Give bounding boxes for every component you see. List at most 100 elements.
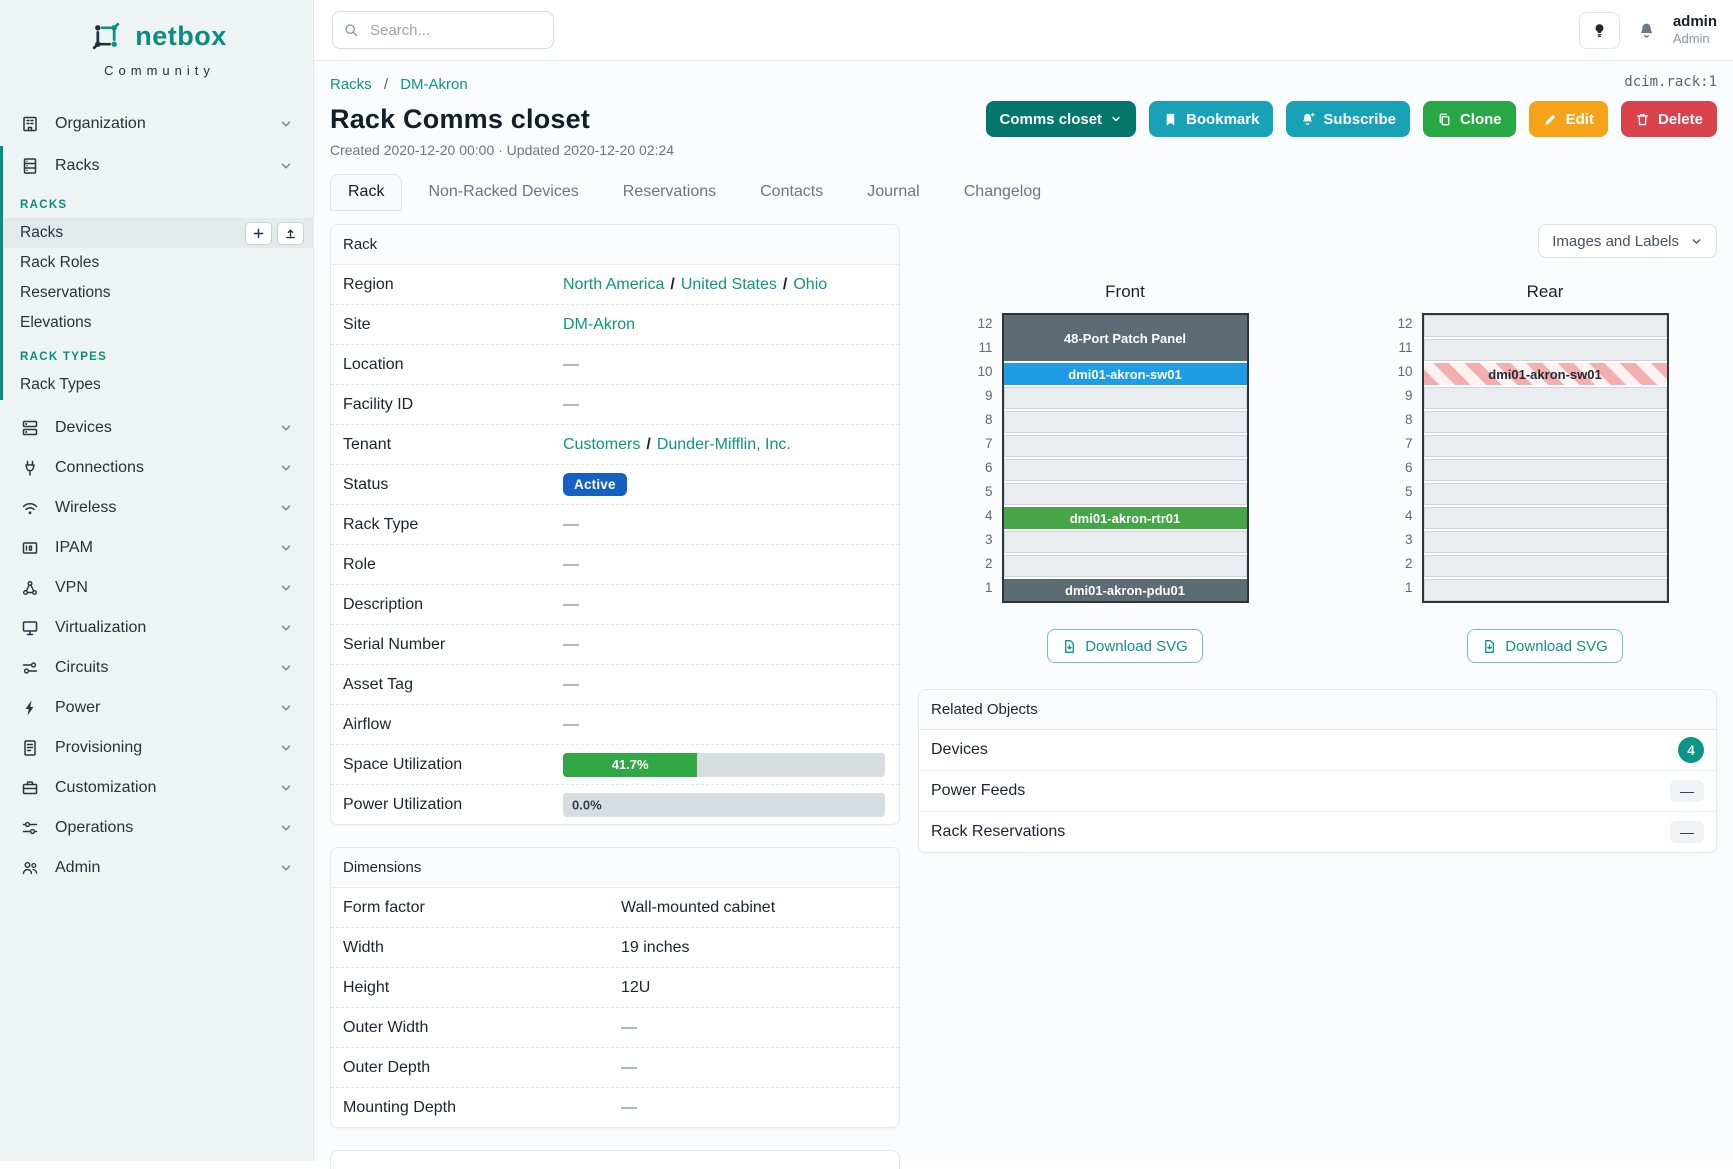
breadcrumb-link-racks[interactable]: Racks [330,76,372,93]
sidebar-item-wireless[interactable]: Wireless [0,488,313,528]
tab-non-racked-devices[interactable]: Non-Racked Devices [410,174,596,211]
file-download-icon [1482,639,1497,654]
empty-rack-unit[interactable] [1423,387,1667,409]
sidebar-item-provisioning[interactable]: Provisioning [0,728,313,768]
empty-rack-unit[interactable] [1423,315,1667,337]
unit-number: 5 [1404,484,1413,499]
link-north-america[interactable]: North America [563,275,665,293]
field-value-text: 12U [621,978,651,996]
empty-rack-unit[interactable] [1003,483,1247,505]
empty-rack-unit[interactable] [1003,387,1247,409]
import-racks-button[interactable] [277,221,304,245]
bookmark-button[interactable]: Bookmark [1149,101,1274,137]
related-objects-body: Devices 4 Power Feeds — Rack Reservations — [919,730,1716,852]
subscribe-button[interactable]: Subscribe [1286,101,1410,137]
racks-expanded-section: Racks RACKS Racks Rack Roles Reservations Ele… [0,146,313,400]
rack-field-location: Location — [331,345,899,385]
sidebar-item-circuits[interactable]: Circuits [0,648,313,688]
empty-rack-unit[interactable] [1423,483,1667,505]
sidebar-item-reservations[interactable]: Reservations [3,278,313,308]
edit-button[interactable]: Edit [1528,101,1608,137]
link-dm-akron[interactable]: DM-Akron [563,315,636,333]
add-racks-button[interactable] [245,221,272,245]
empty-count-badge: — [1670,821,1704,843]
empty-rack-unit[interactable] [1003,411,1247,433]
empty-rack-unit[interactable] [1423,579,1667,601]
sidebar-item-rack-roles[interactable]: Rack Roles [3,248,313,278]
rear-unit-numbers: 12 11 10 9 8 7 6 5 4 3 2 1 [1387,313,1413,599]
empty-value: — [563,515,579,533]
field-label: Facility ID [343,395,414,413]
user-menu[interactable]: admin Admin [1673,13,1717,46]
dimensions-panel-title: Dimensions [331,848,899,888]
rack-context-button[interactable]: Comms closet [985,101,1137,137]
empty-rack-unit[interactable] [1003,531,1247,553]
related-row-rack-reservations[interactable]: Rack Reservations — [919,812,1716,852]
tab-reservations[interactable]: Reservations [605,174,734,211]
rack-panel-title: Rack [331,225,899,265]
sidebar-item-elevations[interactable]: Elevations [3,308,313,338]
field-label: Status [343,475,389,493]
sidebar-item-connections[interactable]: Connections [0,448,313,488]
empty-value: — [563,635,579,653]
rack-device-dmi01-akron-rtr01[interactable]: dmi01-akron-rtr01 [1003,507,1247,529]
search-input[interactable] [332,11,554,49]
rack-field-space-utilization: Space Utilization 41.7% [331,745,899,785]
sidebar-item-operations[interactable]: Operations [0,808,313,848]
provisioning-icon [20,738,40,758]
empty-rack-unit[interactable] [1003,459,1247,481]
clone-button[interactable]: Clone [1422,101,1516,137]
delete-button[interactable]: Delete [1620,101,1717,137]
link-customers[interactable]: Customers [563,435,641,453]
tab-rack[interactable]: Rack [330,174,403,211]
rack-device-dmi01-akron-pdu01[interactable]: dmi01-akron-pdu01 [1003,579,1247,601]
tab-journal[interactable]: Journal [849,174,937,211]
breadcrumb-link-site[interactable]: DM-Akron [400,76,468,93]
chevron-down-icon [279,661,293,675]
theme-toggle-button[interactable] [1578,11,1620,49]
notifications-bell-icon[interactable] [1637,21,1656,40]
related-row-devices[interactable]: Devices 4 [919,730,1716,771]
empty-rack-unit[interactable] [1423,411,1667,433]
sidebar-item-virtualization[interactable]: Virtualization [0,608,313,648]
empty-rack-unit[interactable] [1003,555,1247,577]
sidebar-item-racks[interactable]: Racks [3,146,313,186]
rack-field-asset-tag: Asset Tag — [331,665,899,705]
front-download-svg-button[interactable]: Download SVG [1047,629,1203,663]
rack-device-dmi01-akron-sw01[interactable]: dmi01-akron-sw01 [1423,363,1667,385]
related-row-power-feeds[interactable]: Power Feeds — [919,771,1716,812]
virtualization-icon [20,618,40,638]
tab-contacts[interactable]: Contacts [742,174,841,211]
link-dunder-mifflin-inc[interactable]: Dunder-Mifflin, Inc. [656,435,791,453]
sidebar-item-customization[interactable]: Customization [0,768,313,808]
rack-device-dmi01-akron-sw01[interactable]: dmi01-akron-sw01 [1003,363,1247,385]
sidebar-item-devices[interactable]: Devices [0,408,313,448]
empty-rack-unit[interactable] [1423,339,1667,361]
sidebar-item-power[interactable]: Power [0,688,313,728]
empty-rack-unit[interactable] [1003,435,1247,457]
netbox-logo[interactable]: netbox [0,16,313,56]
sidebar-item-racks[interactable]: Racks [3,218,313,248]
empty-rack-unit[interactable] [1423,531,1667,553]
sidebar-item-ipam[interactable]: IPAM [0,528,313,568]
rear-download-svg-button[interactable]: Download SVG [1467,629,1623,663]
sidebar-section-racks: RACKS [20,199,68,211]
copy-icon [1437,112,1452,127]
link-united-states[interactable]: United States [680,275,777,293]
empty-rack-unit[interactable] [1423,459,1667,481]
link-ohio[interactable]: Ohio [793,275,828,293]
sidebar-item-vpn[interactable]: VPN [0,568,313,608]
images-and-labels-dropdown[interactable]: Images and Labels [1538,224,1717,258]
sidebar-item-organization[interactable]: Organization [0,104,313,144]
empty-rack-unit[interactable] [1423,507,1667,529]
tab-changelog[interactable]: Changelog [946,174,1059,211]
sidebar-item-admin[interactable]: Admin [0,848,313,888]
field-value: 0.0% [563,792,887,817]
dimensions-panel: Dimensions Form factor Wall-mounted cabin… [330,847,900,1128]
field-value: — [563,676,887,694]
chevron-down-icon [279,821,293,835]
sidebar-item-rack-types[interactable]: Rack Types [3,370,313,400]
empty-rack-unit[interactable] [1423,555,1667,577]
empty-rack-unit[interactable] [1423,435,1667,457]
rack-device-48-port-patch-panel[interactable]: 48-Port Patch Panel [1003,315,1247,361]
